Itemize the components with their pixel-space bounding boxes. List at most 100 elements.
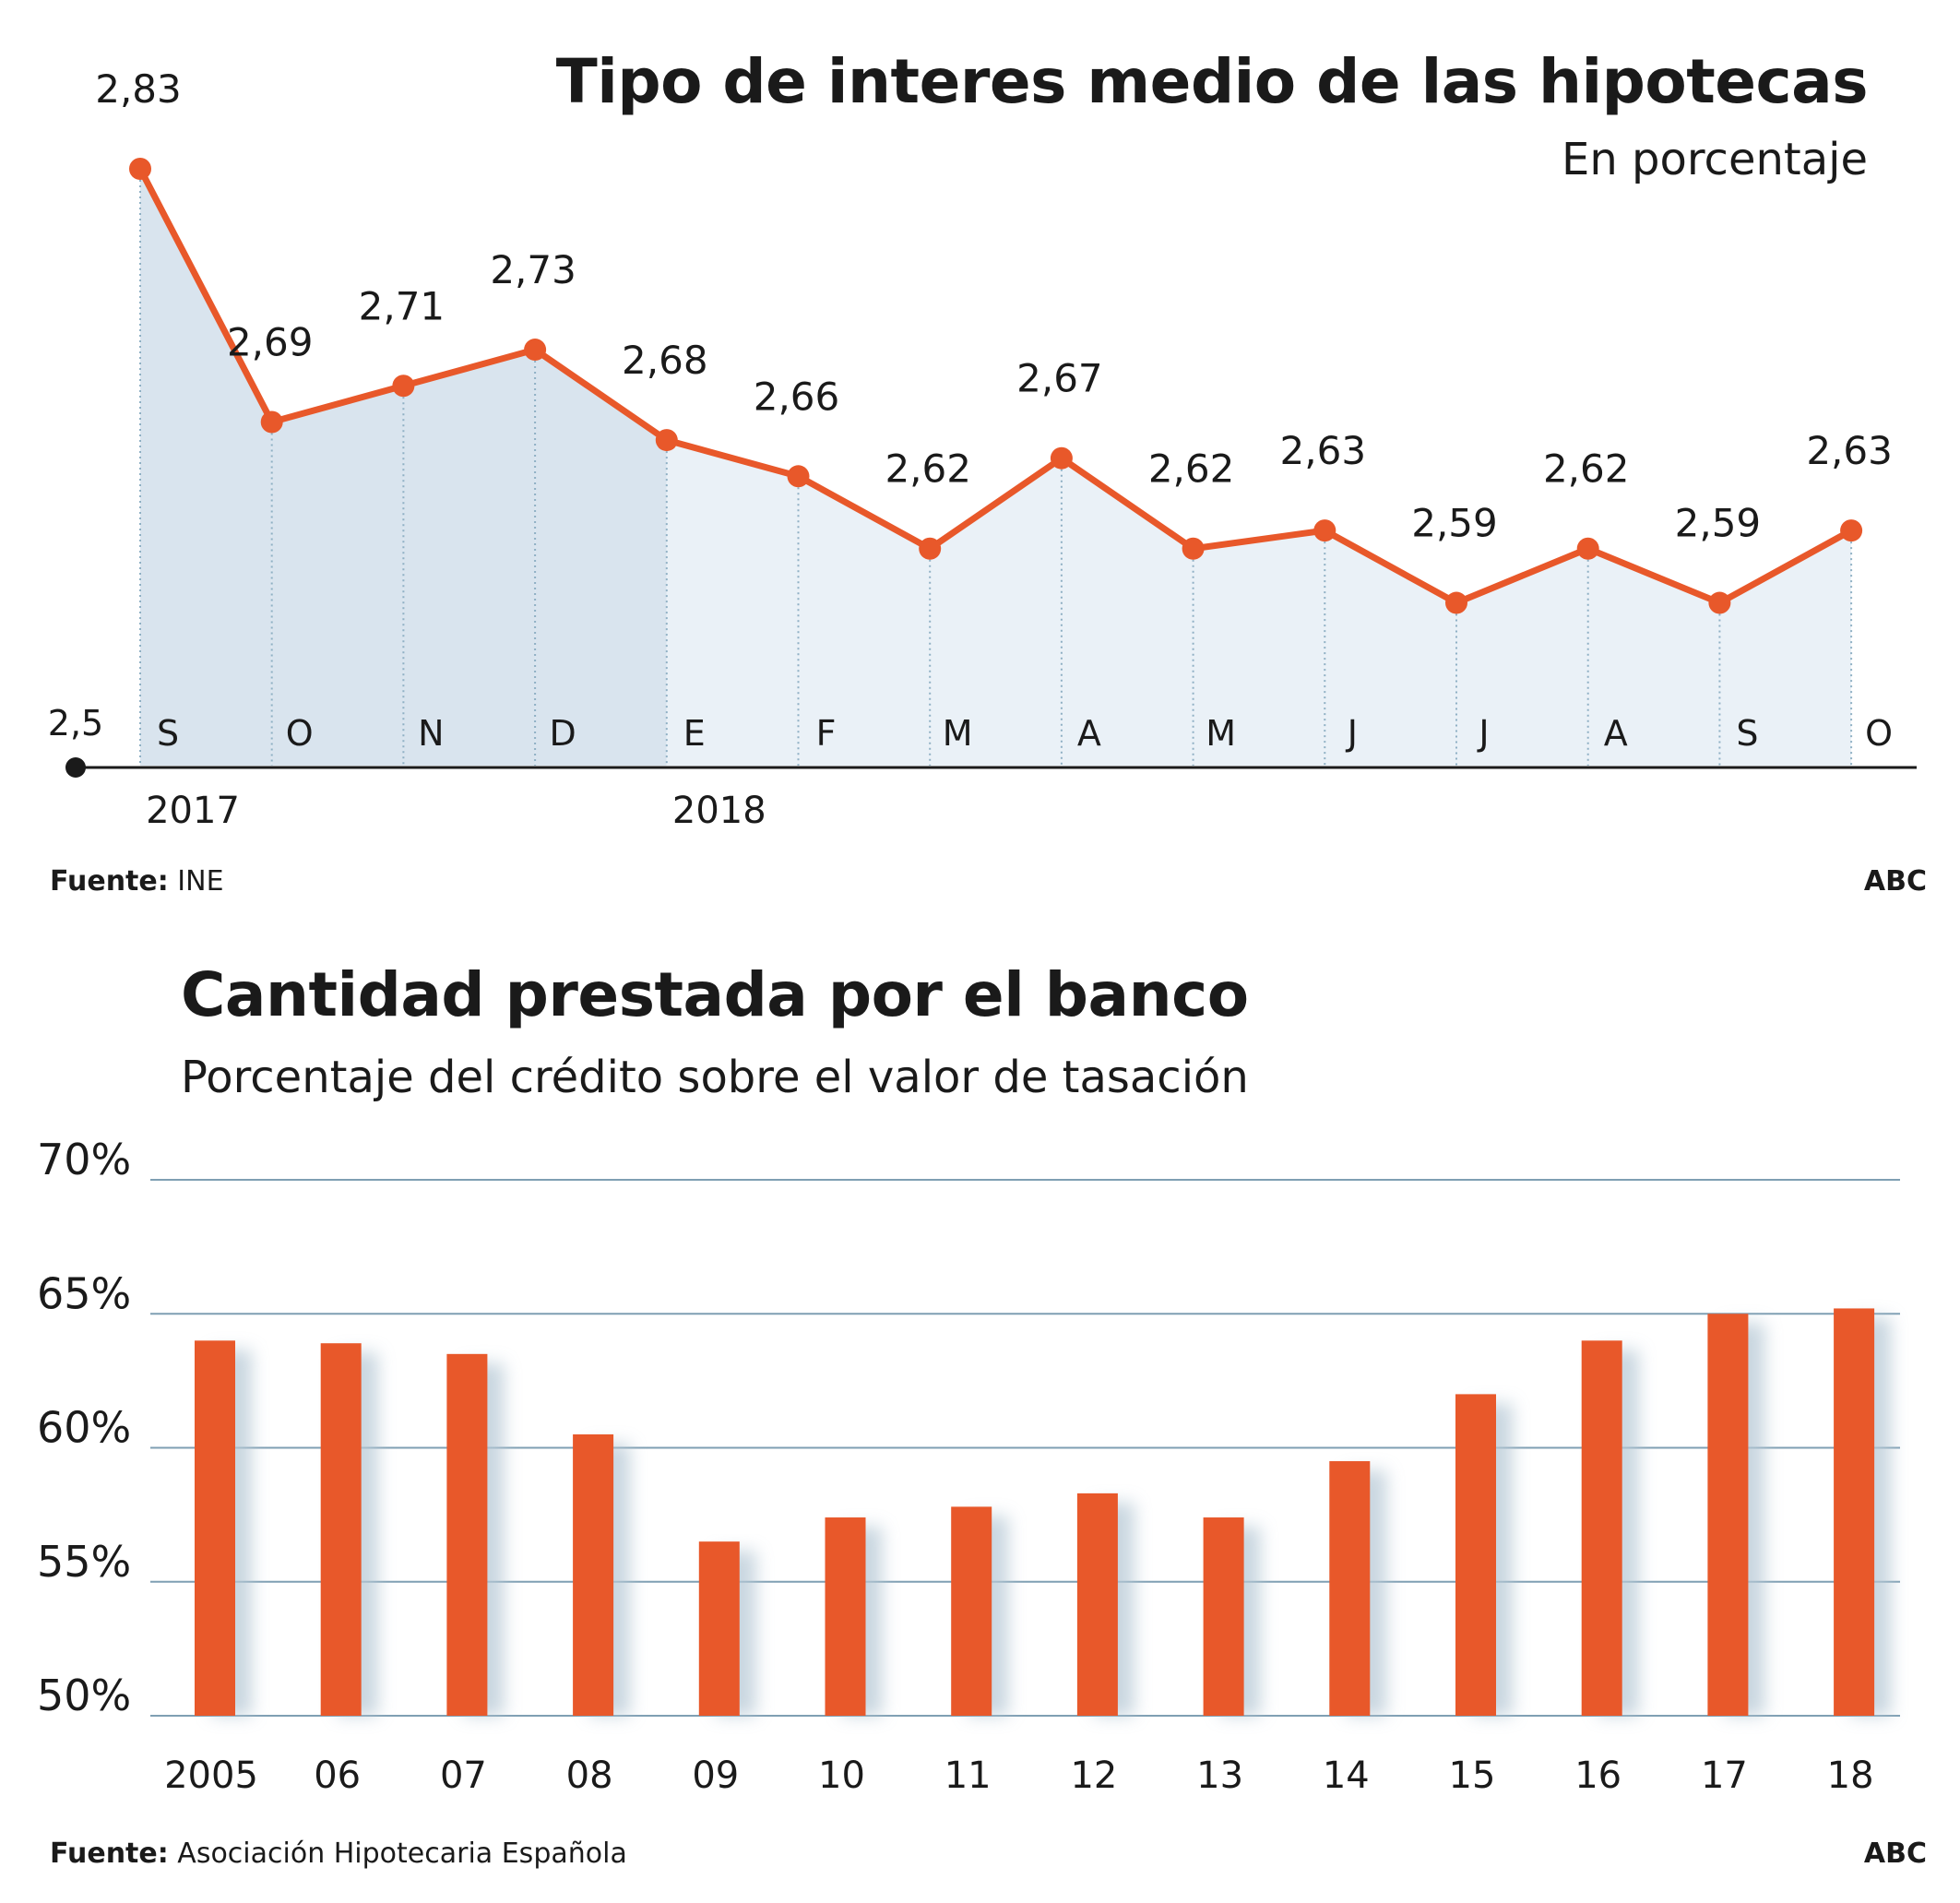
axis-origin-dot [65, 757, 86, 778]
bar [1707, 1314, 1749, 1716]
value-label: 2,59 [1675, 501, 1762, 546]
month-label: M [943, 713, 973, 754]
area-segment [1324, 530, 1456, 766]
bar [951, 1506, 992, 1716]
x-tick-label: 13 [1196, 1754, 1243, 1797]
chart2-brand: ABC [1863, 1838, 1927, 1870]
data-point [1313, 519, 1336, 542]
value-label: 2,62 [1543, 446, 1630, 492]
x-tick-label: 18 [1827, 1754, 1874, 1797]
month-label: A [1604, 713, 1628, 754]
month-label: E [683, 713, 706, 754]
x-tick-label: 15 [1449, 1754, 1496, 1797]
value-label: 2,73 [490, 247, 576, 292]
area-segment [1587, 548, 1720, 766]
chart2-title: Cantidad prestada por el banco [181, 959, 1249, 1030]
value-label: 2,62 [1148, 446, 1235, 492]
bar [1834, 1308, 1875, 1716]
month-label: N [418, 713, 444, 754]
x-tick-label: 08 [566, 1754, 613, 1797]
bar [825, 1517, 866, 1716]
area-segment [1061, 458, 1194, 766]
chart2-source-value: Asociación Hipotecaria Española [177, 1838, 627, 1870]
bar [320, 1343, 362, 1716]
x-tick-label: 06 [314, 1754, 361, 1797]
x-tick-label: 09 [692, 1754, 739, 1797]
area-segment [403, 350, 536, 766]
value-label: 2,66 [754, 374, 840, 419]
data-point [524, 339, 547, 362]
area-segment [535, 350, 667, 766]
value-label: 2,59 [1411, 501, 1498, 546]
area-segment [1456, 548, 1588, 766]
data-point [1708, 591, 1731, 614]
y-tick-label: 50% [37, 1671, 131, 1720]
month-label: S [157, 713, 179, 754]
value-label: 2,67 [1016, 356, 1103, 401]
chart1-brand: ABC [1863, 865, 1927, 898]
data-point [260, 410, 283, 434]
series-line [137, 167, 1853, 607]
data-point [919, 537, 942, 560]
x-tick-label: 17 [1701, 1754, 1748, 1797]
baseline-label: 2,5 [48, 703, 103, 743]
month-label: O [1865, 713, 1893, 754]
y-tick-label: 60% [37, 1403, 131, 1453]
bar [1329, 1461, 1371, 1716]
bar [195, 1340, 235, 1716]
month-label: F [816, 713, 837, 754]
y-tick-label: 70% [37, 1135, 131, 1184]
value-label: 2,63 [1280, 428, 1367, 473]
y-tick-label: 55% [37, 1537, 131, 1587]
y-tick-label: 65% [37, 1268, 131, 1318]
value-label: 2,62 [885, 446, 971, 492]
month-label: D [549, 713, 576, 754]
value-label: 2,71 [359, 283, 445, 328]
bar [1203, 1517, 1244, 1716]
value-label: 2,83 [95, 66, 182, 112]
month-label: M [1206, 713, 1236, 754]
chart1-title: Tipo de interes medio de las hipotecas [555, 46, 1869, 117]
data-point [129, 158, 151, 180]
value-label: 2,63 [1806, 428, 1893, 473]
x-tick-label: 07 [440, 1754, 487, 1797]
data-point [787, 465, 810, 488]
x-tick-label: 12 [1070, 1754, 1117, 1797]
month-label: S [1736, 713, 1758, 754]
chart1-source: Fuente: INE [50, 865, 224, 898]
month-label: J [1477, 713, 1489, 754]
bar [573, 1433, 614, 1716]
year-label: 2017 [146, 790, 240, 832]
data-point [392, 375, 415, 398]
data-point [1050, 446, 1073, 470]
x-tick-label: 2005 [164, 1754, 258, 1797]
chart1-source-label: Fuente: [50, 865, 169, 898]
value-label: 2,69 [227, 319, 314, 364]
chart2-source: Fuente: Asociación Hipotecaria Española [50, 1838, 627, 1870]
chart1-line-chart: 2,83 2,69 2,71 2,73 2,68 2,66 2,62 2,67 2,62 2,63… [48, 66, 1917, 832]
bar [446, 1353, 488, 1716]
bar [1455, 1394, 1496, 1716]
month-label: O [286, 713, 314, 754]
area-segment [930, 458, 1062, 766]
bar [1581, 1340, 1622, 1716]
chart2-source-label: Fuente: [50, 1838, 169, 1870]
bar [698, 1541, 740, 1716]
data-point [1840, 519, 1863, 542]
area-segment [666, 440, 799, 766]
month-label: J [1346, 713, 1358, 754]
data-point [655, 429, 678, 452]
x-tick-label: 14 [1323, 1754, 1370, 1797]
data-point [1182, 537, 1205, 560]
area-segment [1193, 530, 1325, 766]
x-tick-label: 16 [1574, 1754, 1621, 1797]
area-segment [140, 169, 272, 766]
x-tick-label: 11 [944, 1754, 992, 1797]
area-segment [271, 386, 404, 766]
data-point [1445, 591, 1467, 614]
area-segment [798, 476, 931, 766]
data-point [1576, 537, 1599, 560]
month-label: A [1077, 713, 1101, 754]
bar [1076, 1493, 1118, 1716]
